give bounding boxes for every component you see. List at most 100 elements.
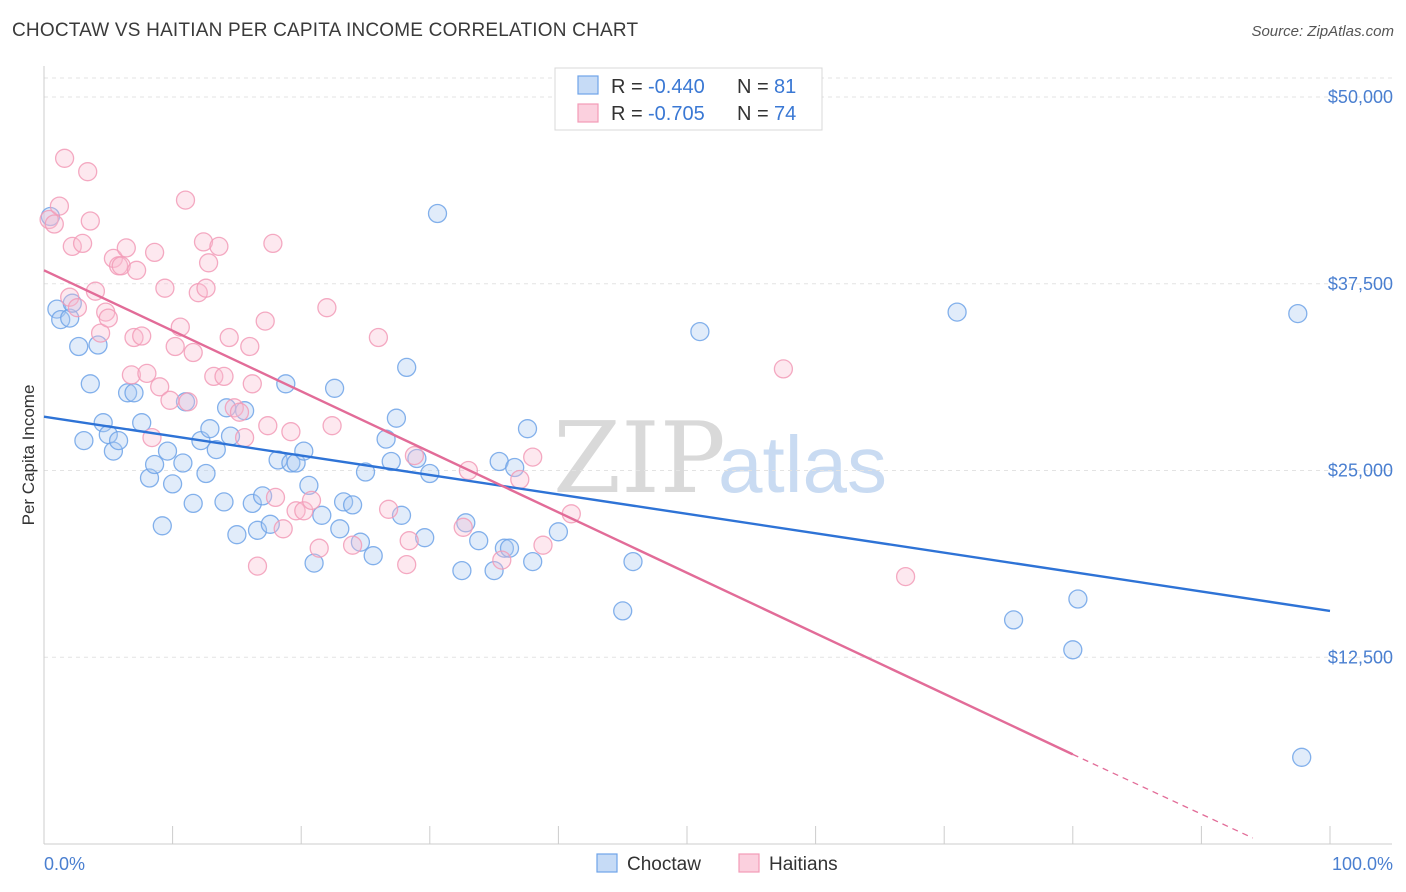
haitians-point bbox=[183, 342, 203, 363]
haitians-point bbox=[404, 445, 425, 466]
correlation-legend: R = -0.440 N = 81 R = -0.705 N = 74 bbox=[554, 67, 823, 131]
haitians-point bbox=[378, 499, 399, 519]
haitians-point bbox=[301, 490, 322, 511]
haitians-point bbox=[322, 416, 342, 436]
chart-title: CHOCTAW VS HAITIAN PER CAPITA INCOME COR… bbox=[12, 20, 639, 41]
y-tick-label: $25,000 bbox=[1328, 461, 1393, 481]
choctaw-point bbox=[304, 553, 324, 573]
haitians-point bbox=[258, 416, 278, 436]
choctaw-point bbox=[947, 302, 967, 322]
choctaw-point bbox=[242, 493, 262, 514]
choctaw-point bbox=[427, 203, 448, 224]
haitians-point bbox=[240, 336, 260, 357]
choctaw-point bbox=[152, 516, 172, 536]
haitians-point bbox=[111, 256, 131, 276]
choctaw-point bbox=[363, 546, 383, 566]
haitians-point bbox=[132, 326, 152, 346]
haitians-point bbox=[309, 538, 329, 558]
trend-lines bbox=[43, 269, 1331, 839]
legend-n-value-2: 74 bbox=[774, 103, 796, 125]
haitians-point bbox=[523, 447, 543, 467]
choctaw-point bbox=[690, 321, 710, 342]
choctaw-point bbox=[124, 383, 144, 403]
haitians-point bbox=[242, 374, 262, 394]
haitians-point bbox=[80, 211, 100, 231]
choctaw-point bbox=[157, 441, 178, 461]
haitians-point bbox=[150, 377, 170, 397]
choctaw-point bbox=[206, 439, 226, 460]
choctaw-point bbox=[1003, 610, 1024, 630]
haitians-point bbox=[144, 242, 165, 263]
legend-choctaw-swatch bbox=[596, 853, 618, 873]
legend-haitians-swatch bbox=[738, 853, 760, 873]
axes bbox=[43, 66, 1392, 845]
choctaw-point bbox=[548, 522, 569, 542]
haitians-point bbox=[175, 190, 196, 210]
choctaw-point bbox=[117, 383, 138, 403]
legend-swatch-haitians bbox=[577, 103, 599, 123]
choctaw-point bbox=[355, 462, 376, 482]
choctaw-point bbox=[69, 336, 89, 357]
haitians-point bbox=[78, 162, 98, 182]
haitians-point bbox=[67, 298, 88, 318]
choctaw-point bbox=[60, 308, 80, 328]
choctaw-point bbox=[227, 525, 247, 545]
haitians-point bbox=[263, 233, 283, 254]
haitians-point bbox=[492, 550, 512, 570]
haitians-point bbox=[281, 422, 301, 442]
haitians-point bbox=[533, 535, 553, 555]
legend-r-label-2: R = bbox=[611, 103, 643, 125]
legend-r-label-1: R = bbox=[611, 76, 643, 98]
haitians-point bbox=[116, 238, 136, 258]
haitians-point bbox=[510, 469, 530, 490]
choctaw-point bbox=[381, 451, 401, 472]
haitians-point bbox=[72, 233, 93, 254]
choctaw-point bbox=[1063, 640, 1083, 660]
choctaw-point bbox=[196, 463, 216, 484]
haitians-point bbox=[342, 535, 363, 555]
haitians-point bbox=[196, 278, 216, 298]
choctaw-point bbox=[103, 441, 124, 461]
choctaw-point bbox=[484, 560, 504, 581]
choctaw-point bbox=[162, 474, 183, 494]
haitians-point bbox=[165, 336, 185, 357]
haitians-point bbox=[124, 327, 144, 348]
choctaw-point bbox=[312, 505, 332, 525]
choctaw-point bbox=[623, 551, 643, 572]
haitians-point bbox=[317, 298, 337, 318]
haitians-point bbox=[204, 366, 224, 387]
choctaw-point bbox=[397, 357, 417, 378]
choctaw-point bbox=[517, 419, 538, 439]
haitians-trend-extension bbox=[1072, 753, 1254, 839]
choctaw-point bbox=[613, 601, 633, 621]
choctaw-trend-line bbox=[43, 415, 1331, 613]
choctaw-point bbox=[173, 453, 193, 473]
haitians-point bbox=[121, 365, 142, 385]
haitians-point bbox=[214, 366, 234, 387]
haitians-point bbox=[155, 278, 175, 298]
legend-n-value-1: 81 bbox=[774, 76, 796, 98]
choctaw-point bbox=[469, 531, 489, 551]
y-tick-label: $12,500 bbox=[1328, 647, 1393, 667]
haitians-point bbox=[229, 402, 250, 422]
haitians-trend-line bbox=[43, 269, 1074, 756]
haitians-point bbox=[294, 501, 314, 521]
haitians-point bbox=[160, 390, 180, 410]
choctaw-point bbox=[499, 538, 520, 558]
choctaw-point bbox=[523, 551, 543, 572]
haitians-point bbox=[273, 519, 293, 539]
watermark-zip: ZIP bbox=[553, 402, 726, 516]
choctaw-point bbox=[386, 408, 407, 428]
choctaw-point bbox=[342, 495, 363, 515]
legend-choctaw-label: Choctaw bbox=[627, 854, 701, 875]
gridlines bbox=[44, 77, 1392, 658]
haitians-point bbox=[265, 487, 286, 508]
haitians-point bbox=[54, 148, 75, 168]
chart-source: Source: ZipAtlas.com bbox=[1251, 23, 1394, 40]
choctaw-point bbox=[200, 419, 220, 439]
haitians-point bbox=[90, 323, 111, 343]
choctaw-point bbox=[214, 492, 234, 512]
haitians-point bbox=[193, 232, 214, 252]
haitians-point bbox=[247, 556, 268, 576]
